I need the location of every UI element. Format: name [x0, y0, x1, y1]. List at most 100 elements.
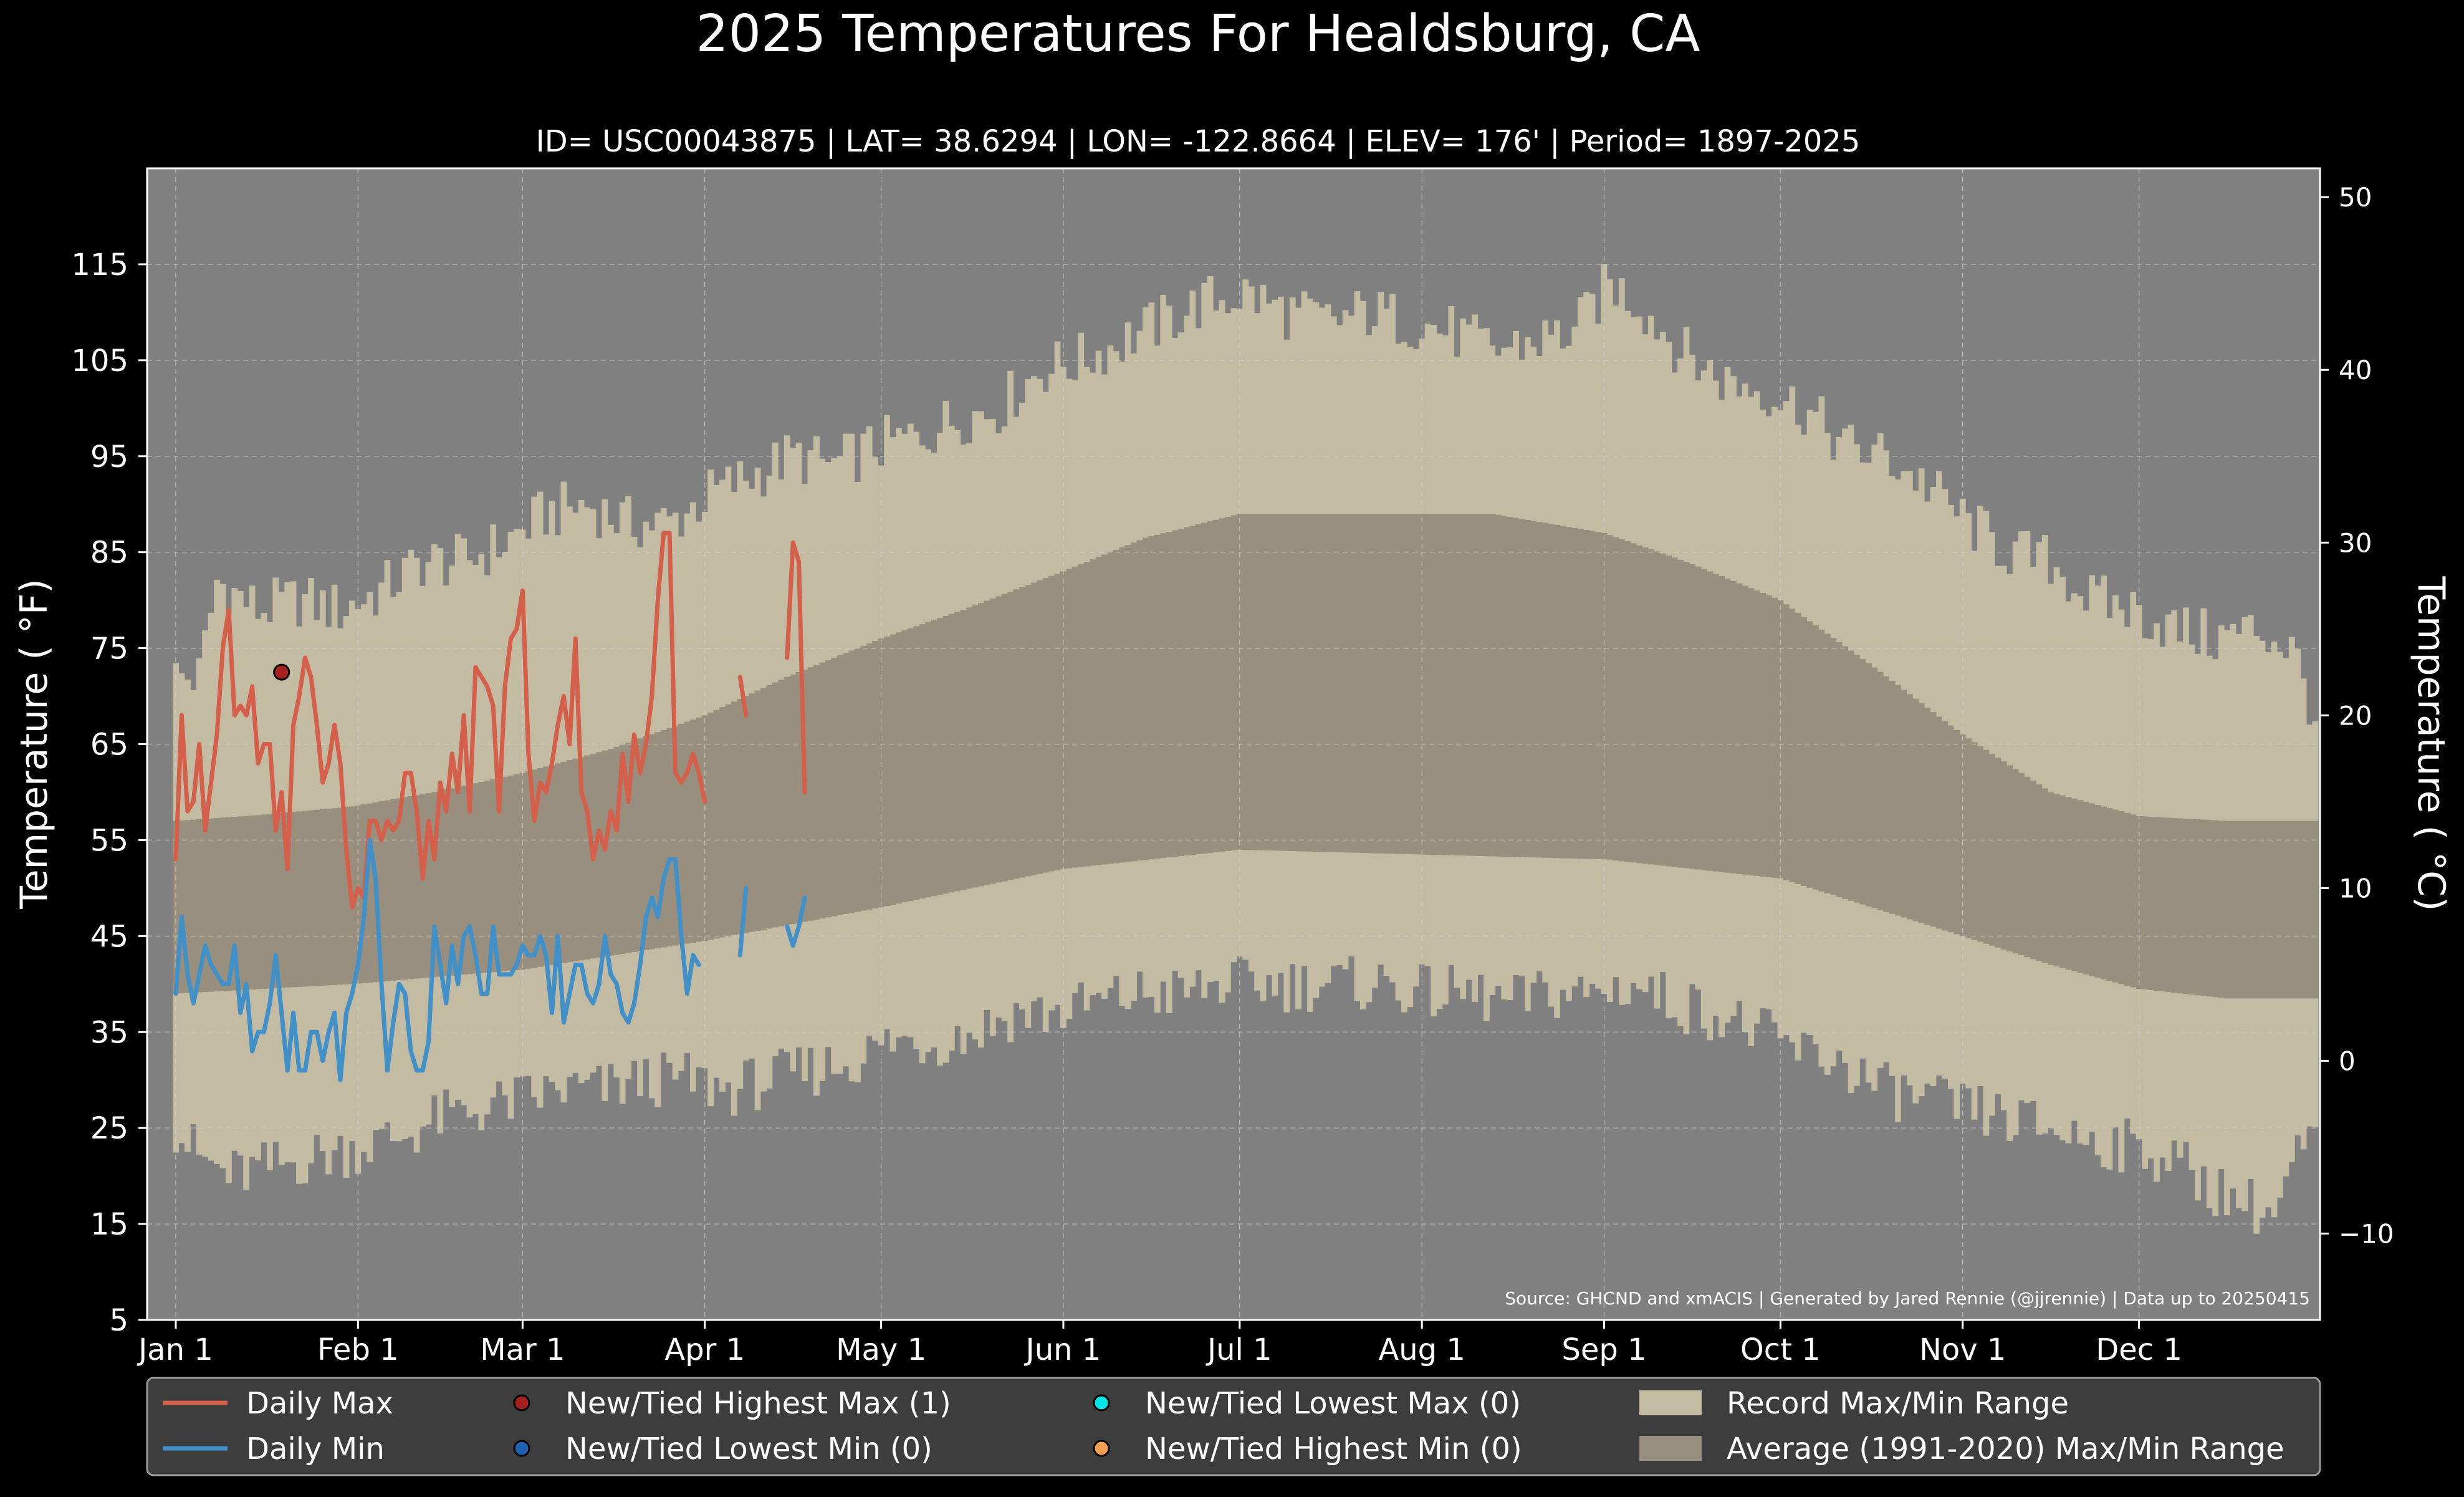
normal-range-bar [543, 766, 549, 966]
normal-range-bar [2312, 821, 2319, 999]
normal-range-bar [1854, 655, 1860, 903]
legend-swatch-marker [1093, 1394, 1110, 1412]
normal-range-bar [1107, 552, 1114, 864]
normal-range-bar [1936, 716, 1942, 929]
normal-range-bar [1971, 742, 1978, 940]
normal-range-bar [1383, 514, 1390, 854]
normal-range-bar [1454, 514, 1460, 855]
new-highest-max-marker [273, 663, 290, 681]
normal-range-bar [284, 812, 291, 988]
y-tick-label-f: 25 [90, 1111, 128, 1146]
normal-range-bar [1965, 738, 1972, 938]
normal-range-bar [272, 813, 279, 988]
normal-range-bar [437, 791, 444, 977]
normal-range-bar [672, 726, 679, 946]
y-tick-label-f: 65 [90, 728, 128, 763]
legend-label: Daily Min [246, 1432, 385, 1466]
y-tick-label-c: 40 [2339, 355, 2372, 385]
normal-range-bar [895, 632, 902, 904]
normal-range-bar [1472, 514, 1478, 856]
normal-range-bar [184, 820, 191, 993]
normal-range-bar [1030, 582, 1037, 875]
normal-range-bar [1571, 527, 1578, 859]
normal-range-bar [1495, 514, 1502, 857]
normal-range-bar [1618, 539, 1625, 862]
normal-range-bar [1131, 542, 1137, 862]
normal-range-bar [913, 626, 920, 900]
normal-range-bar [1101, 554, 1108, 865]
normal-range-bar [290, 812, 297, 988]
normal-range-bar [1595, 532, 1601, 859]
daily-lines [173, 531, 807, 1082]
normal-range-bar [1042, 578, 1049, 873]
normal-range-bar [931, 620, 937, 897]
normal-range-bar [296, 811, 302, 987]
normal-range-bar [1501, 516, 1508, 857]
x-tick-label: Mar 1 [480, 1332, 565, 1367]
normal-range-bar [1689, 564, 1695, 869]
normal-range-bar [1407, 514, 1414, 855]
normal-range-bar [713, 710, 720, 939]
normal-range-bar [1090, 559, 1096, 866]
normal-range-bar [784, 676, 790, 925]
normal-range-bar [454, 787, 461, 975]
normal-range-bar [813, 665, 820, 920]
normal-range-bar [1895, 685, 1901, 916]
normal-range-bar [631, 740, 638, 952]
normal-range-bar [2012, 769, 2019, 954]
normal-range-bar [1113, 549, 1119, 864]
normal-range-bar [942, 615, 949, 894]
y-axis-celsius: −10 0 10 20 30 40 50 [2320, 182, 2394, 1249]
normal-range-bar [919, 624, 926, 899]
normal-range-bar [1877, 671, 1884, 910]
normal-range-bar [2224, 821, 2230, 999]
normal-range-bar [1442, 514, 1449, 855]
normal-range-bar [854, 648, 861, 912]
normal-range-bar [2206, 820, 2213, 997]
normal-range-bar [2030, 780, 2036, 960]
normal-range-bar [314, 809, 320, 986]
normal-range-bar [1348, 514, 1354, 853]
normal-range-bar [1530, 521, 1537, 858]
normal-range-bar [1624, 541, 1631, 862]
normal-range-bar [1236, 514, 1243, 850]
normal-range-bar [319, 809, 326, 986]
normal-range-bar [1806, 621, 1813, 888]
legend-swatch-marker [1093, 1440, 1110, 1457]
normal-range-bar [1371, 514, 1378, 854]
normal-range-bar [419, 794, 426, 978]
y-tick-label-c: 10 [2339, 873, 2372, 903]
y-tick-label-f: 115 [71, 248, 128, 282]
normal-range-bar [307, 810, 314, 986]
normal-range-bar [1818, 629, 1825, 892]
normal-range-bar [1401, 514, 1407, 854]
normal-range-bar [795, 672, 802, 923]
normal-range-bar [1177, 529, 1184, 857]
x-tick-label: May 1 [836, 1332, 926, 1367]
legend-label: New/Tied Highest Min (0) [1145, 1432, 1522, 1466]
normal-range-bar [1995, 758, 2001, 948]
normal-range-bar [1201, 522, 1208, 854]
normal-range-bar [408, 796, 415, 980]
normal-range-bar [925, 622, 931, 898]
normal-range-bar [431, 792, 438, 978]
normal-range-bar [1013, 589, 1020, 879]
normal-range-bar [1719, 576, 1725, 872]
normal-range-bar [1513, 517, 1519, 857]
normal-range-bar [1642, 547, 1649, 864]
normal-range-bar [1277, 514, 1284, 851]
normal-range-bar [2130, 814, 2137, 988]
normal-range-bar [1918, 703, 1925, 923]
normal-range-bar [2089, 803, 2096, 976]
normal-range-bar [1554, 524, 1560, 859]
normal-range-bar [901, 630, 908, 903]
normal-range-bar [1166, 531, 1172, 858]
normal-range-bar [2024, 776, 2031, 958]
normal-range-bar [449, 788, 456, 976]
normal-range-bar [889, 634, 896, 905]
normal-range-bar [2006, 765, 2013, 951]
normal-range-bar [1301, 514, 1308, 852]
normal-range-bar [1230, 515, 1237, 850]
normal-range-bar [1836, 642, 1843, 897]
normal-range-bar [1366, 514, 1373, 854]
